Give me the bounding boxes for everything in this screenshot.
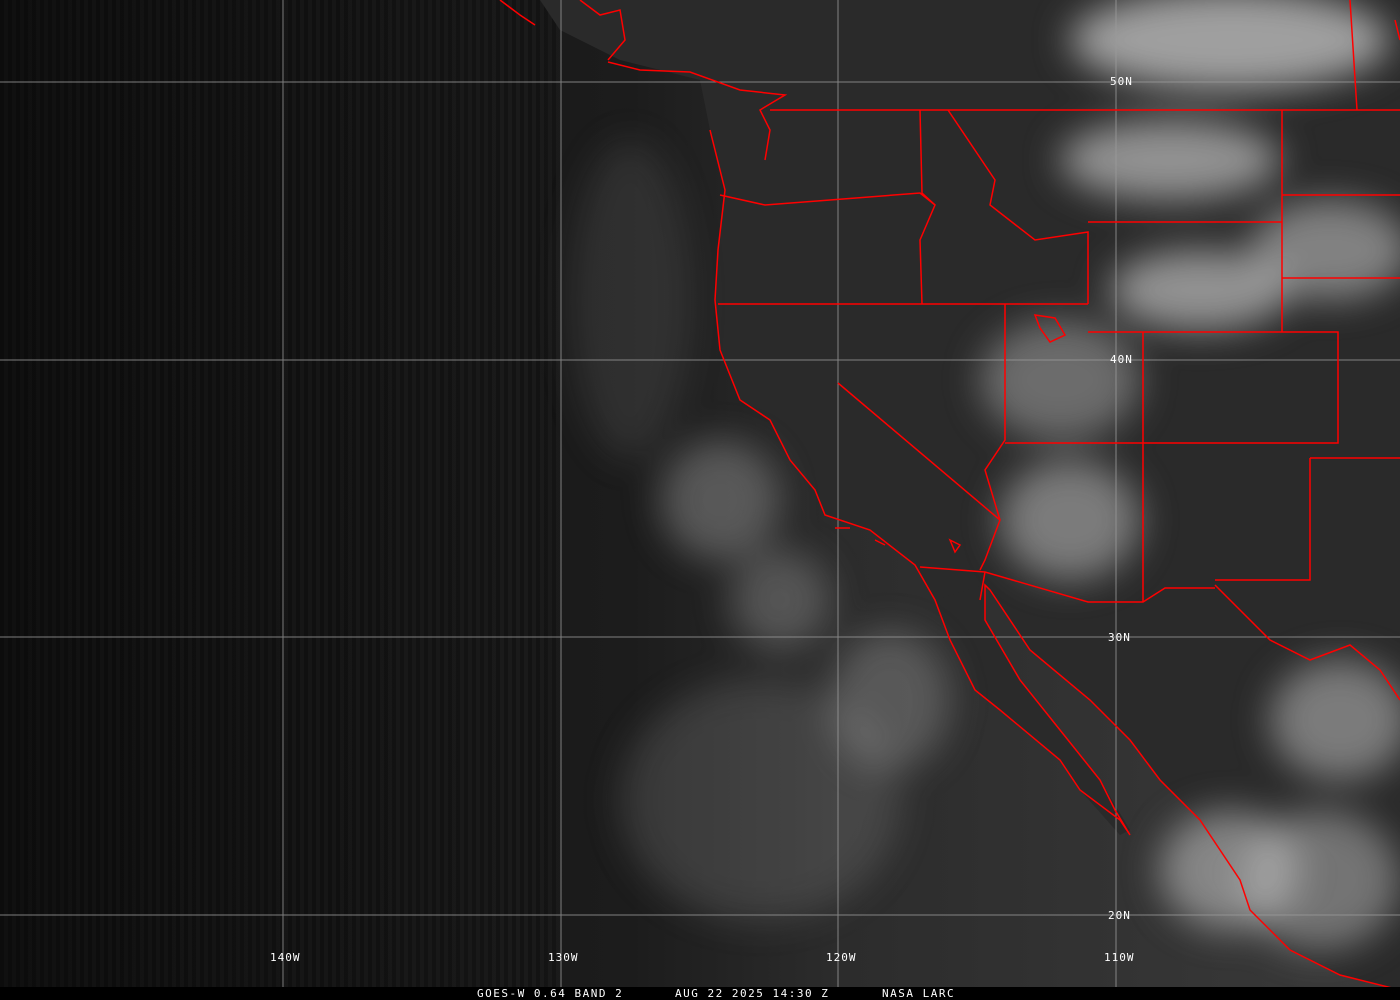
lon-label-130w: 130W	[548, 951, 579, 964]
political-boundaries	[499, 0, 1400, 991]
clouds	[570, 0, 1400, 950]
border-nm-east	[1215, 457, 1400, 581]
coastline-canada	[499, 0, 626, 61]
salton-sea	[948, 538, 962, 554]
channel-islands	[835, 527, 886, 546]
caption-credit: NASA LARC	[882, 987, 956, 1000]
border-ca-nv	[837, 382, 1001, 521]
border-us-mexico	[919, 566, 1215, 603]
border-nv-east	[979, 304, 1006, 571]
caption-datetime: AUG 22 2025 14:30 Z	[675, 987, 830, 1000]
caption-bar: GOES-W 0.64 BAND 2 AUG 22 2025 14:30 Z N…	[0, 987, 1400, 1000]
lat-label-30n: 30N	[1108, 631, 1131, 644]
border-az-ut-nm	[1005, 331, 1339, 602]
vancouver-island	[607, 61, 788, 161]
border-dakotas	[1282, 194, 1400, 279]
lon-label-140w: 140W	[270, 951, 301, 964]
lat-label-50n: 50N	[1110, 75, 1133, 88]
lon-label-110w: 110W	[1104, 951, 1135, 964]
lat-label-40n: 40N	[1110, 353, 1133, 366]
border-idaho-west	[919, 109, 936, 305]
border-wa-or	[719, 192, 936, 206]
border-baja	[979, 571, 986, 601]
mexico-gulf-coast	[1214, 584, 1400, 701]
scan-stripes	[0, 0, 560, 990]
border-wyoming	[1088, 110, 1283, 332]
lat-label-20n: 20N	[1108, 909, 1131, 922]
caption-product: GOES-W 0.64 BAND 2	[477, 987, 624, 1000]
border-canada-provinces	[1349, 0, 1400, 111]
coastline-pacific	[709, 129, 1400, 991]
lon-label-120w: 120W	[826, 951, 857, 964]
border-idaho-montana	[947, 109, 1089, 304]
great-salt-lake	[1033, 314, 1067, 343]
